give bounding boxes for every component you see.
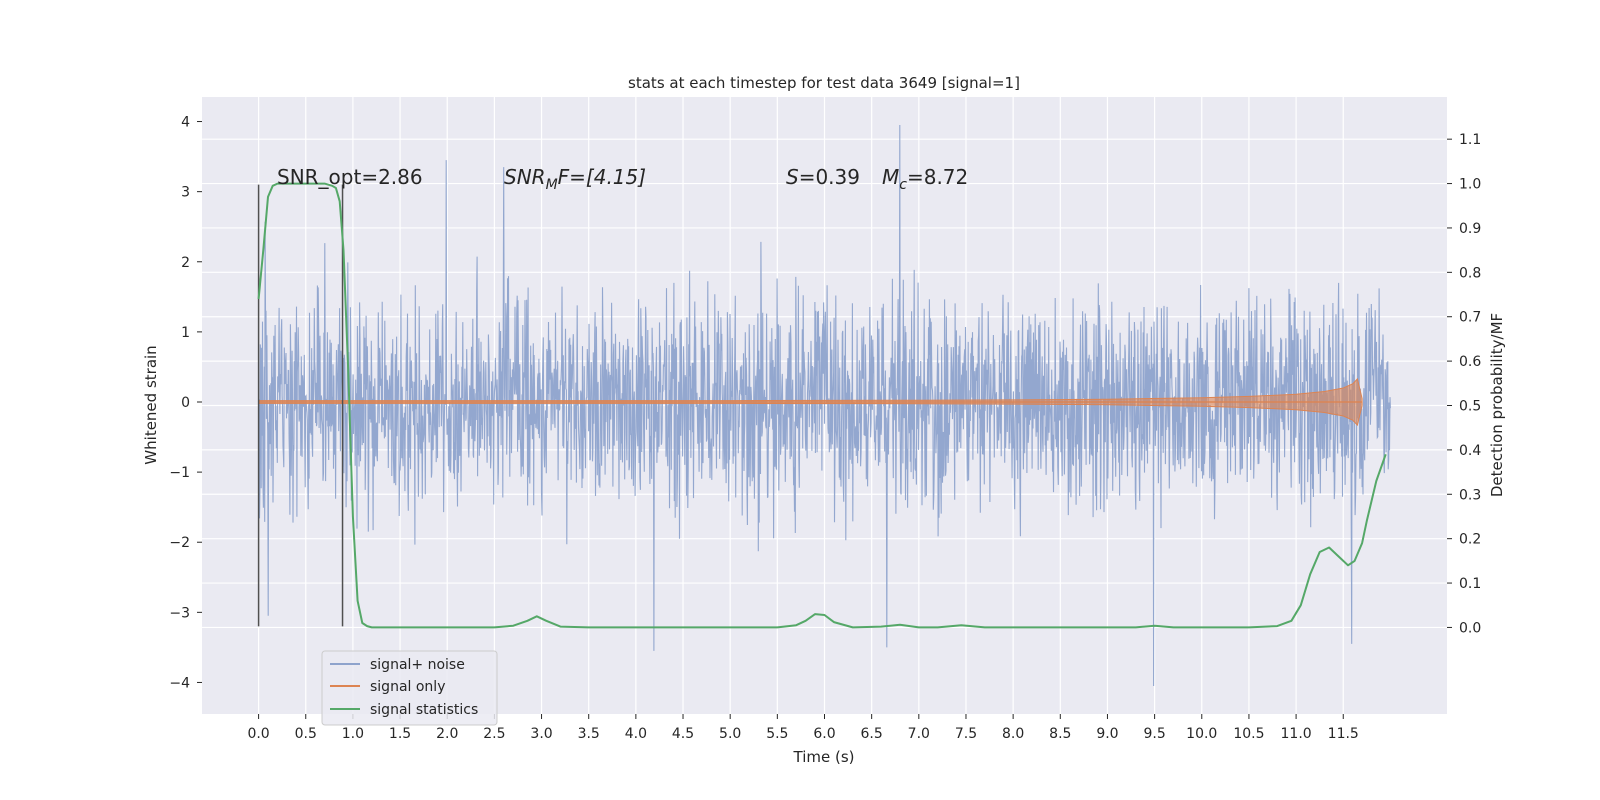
x-tick-label: 1.0 <box>342 726 364 742</box>
x-tick-label: 3.0 <box>530 726 552 742</box>
x-axis-ticks: 0.0 0.5 1.0 1.5 2.0 2.5 3.0 3.5 4.0 4.5 5.0 5.5 6.0 6… <box>247 714 1359 742</box>
x-tick-label: 11.0 <box>1281 726 1312 742</box>
x-tick-label: 6.5 <box>861 726 883 742</box>
legend-box <box>321 650 498 726</box>
x-tick-label: 9.0 <box>1096 726 1118 742</box>
x-tick-label: 4.5 <box>672 726 694 742</box>
signal-only-series <box>258 377 1363 427</box>
legend: signal+ noise signal only signal statist… <box>321 650 498 726</box>
y-tick-label: 2 <box>181 255 190 271</box>
legend-label-stats: signal statistics <box>370 702 478 718</box>
y-tick-label: 1 <box>181 325 190 341</box>
y2-tick-label: 0.4 <box>1459 443 1481 459</box>
y-tick-label: 3 <box>181 185 190 201</box>
x-tick-label: 9.5 <box>1143 726 1165 742</box>
y2-tick-label: 1.1 <box>1459 132 1481 148</box>
y2-tick-label: 0.3 <box>1459 487 1481 503</box>
y-axis-ticks: −4 −3 −2 −1 0 1 2 3 4 <box>169 115 202 691</box>
chart-title: stats at each timestep for test data 364… <box>628 74 1020 92</box>
x-tick-label: 3.5 <box>578 726 600 742</box>
y2-tick-label: 0.7 <box>1459 310 1481 326</box>
y-tick-label: −2 <box>169 535 190 551</box>
x-tick-label: 5.5 <box>766 726 788 742</box>
mc-annotation: Mc=8.72 <box>882 165 968 193</box>
y2-tick-label: 0.2 <box>1459 532 1481 548</box>
y-tick-label: −1 <box>169 465 190 481</box>
y2-axis-ticks: 0.0 0.1 0.2 0.3 0.4 0.5 0.6 0.7 0.8 0.9 1.0 1.1 <box>1447 132 1481 636</box>
x-tick-label: 7.0 <box>908 726 930 742</box>
y2-tick-label: 0.9 <box>1459 221 1481 237</box>
s-annotation: S=0.39 <box>786 165 860 189</box>
x-tick-label: 10.0 <box>1186 726 1217 742</box>
y-tick-label: −4 <box>169 675 190 691</box>
signal-noise-series <box>258 124 1391 687</box>
y-tick-label: −3 <box>169 605 190 621</box>
legend-label-noise: signal+ noise <box>370 657 465 673</box>
x-axis-label: Time (s) <box>793 748 855 766</box>
y2-tick-label: 0.6 <box>1459 354 1481 370</box>
x-tick-label: 0.5 <box>295 726 317 742</box>
vertical-markers <box>257 184 344 627</box>
x-tick-label: 8.5 <box>1049 726 1071 742</box>
y2-tick-label: 0.5 <box>1459 399 1481 415</box>
signal-statistics-series <box>257 182 1387 629</box>
y2-tick-label: 0.0 <box>1459 620 1481 636</box>
y-axis-label: Whitened strain <box>142 345 160 464</box>
x-tick-label: 2.0 <box>436 726 458 742</box>
x-tick-label: 10.5 <box>1233 726 1264 742</box>
x-tick-label: 7.5 <box>955 726 977 742</box>
x-tick-label: 8.0 <box>1002 726 1024 742</box>
legend-label-signal: signal only <box>370 679 445 695</box>
snr-mf-annotation: SNRMF=[4.15] <box>504 165 646 193</box>
x-tick-label: 4.0 <box>625 726 647 742</box>
y2-tick-label: 0.8 <box>1459 265 1481 281</box>
y2-tick-label: 1.0 <box>1459 177 1481 193</box>
x-tick-label: 2.5 <box>483 726 505 742</box>
y2-axis-label: Detection probability/MF <box>1488 313 1506 497</box>
x-tick-label: 1.5 <box>389 726 411 742</box>
x-tick-label: 6.0 <box>813 726 835 742</box>
y-tick-label: 0 <box>181 395 190 411</box>
y2-tick-label: 0.1 <box>1459 576 1481 592</box>
x-tick-label: 0.0 <box>247 726 269 742</box>
signal-noise-line <box>258 124 1391 687</box>
x-tick-label: 11.5 <box>1328 726 1359 742</box>
snr-opt-annotation: SNR_opt=2.86 <box>277 165 423 189</box>
x-tick-label: 5.0 <box>719 726 741 742</box>
y-tick-label: 4 <box>181 115 190 131</box>
signal-statistics-line <box>257 182 1387 629</box>
